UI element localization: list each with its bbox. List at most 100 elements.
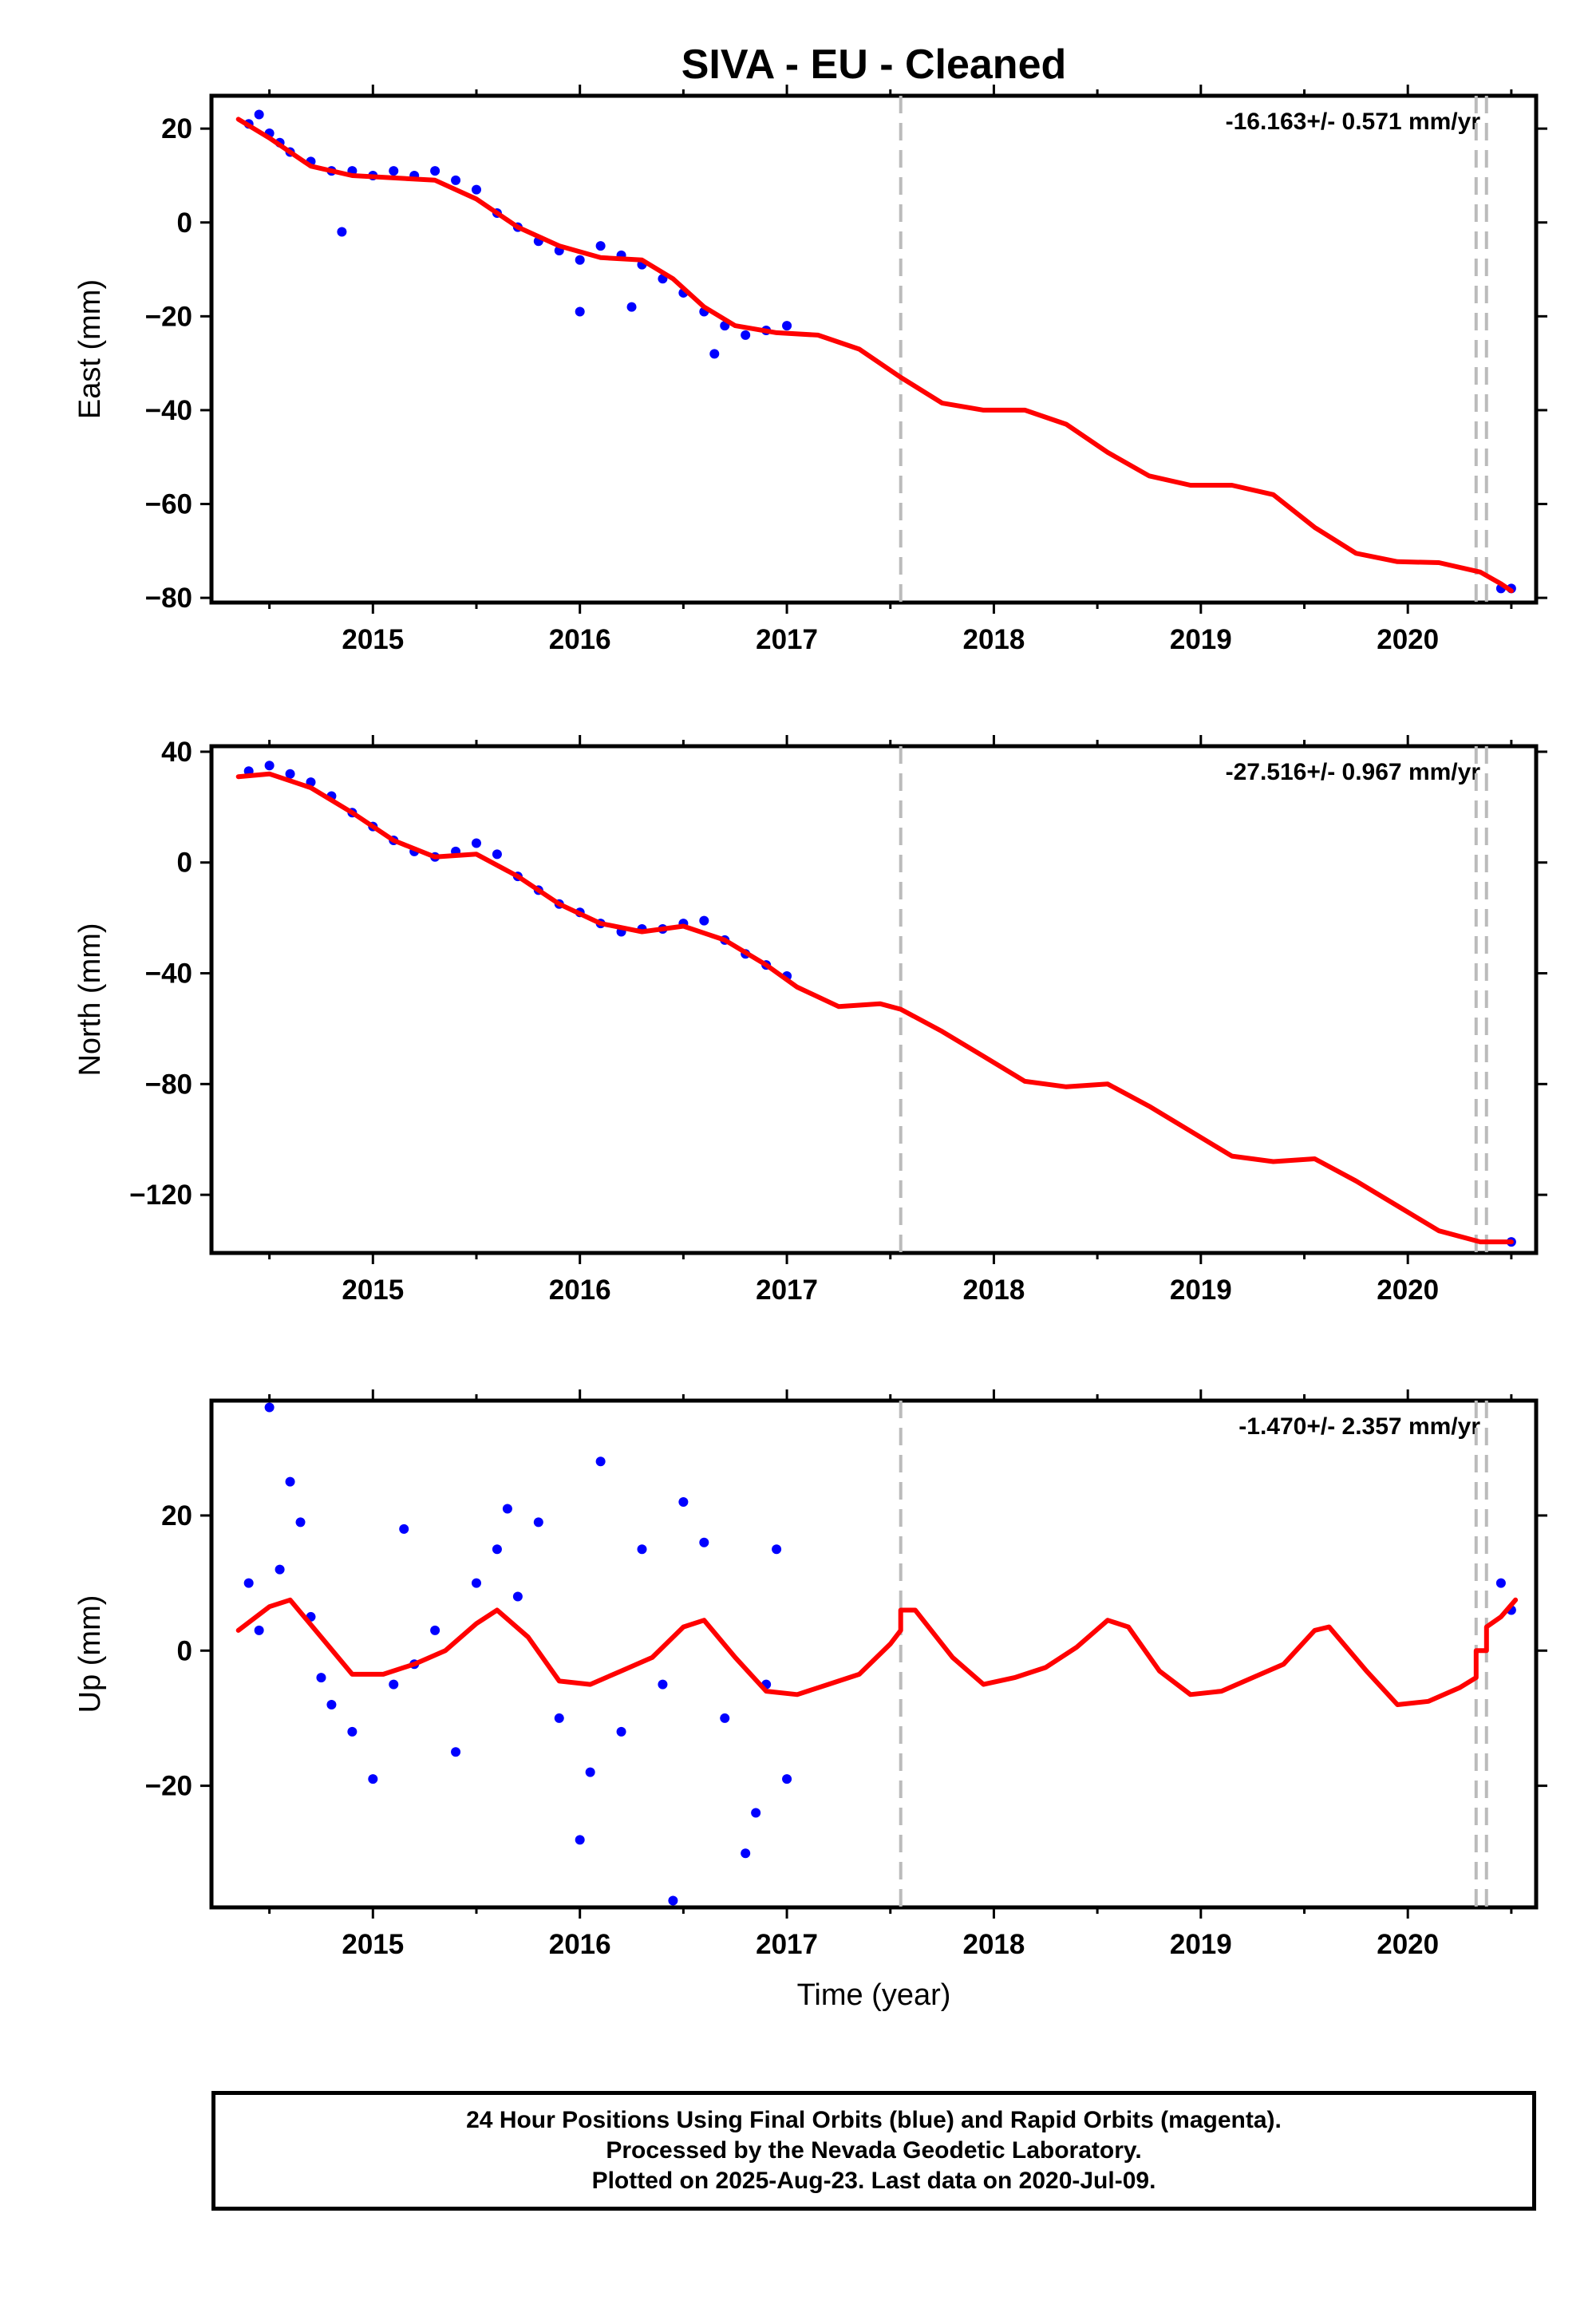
up-data-point bbox=[347, 1726, 358, 1737]
up-data-point bbox=[595, 1456, 606, 1467]
east-x-tick-label: 2019 bbox=[1170, 624, 1232, 655]
east-x-tick-label: 2015 bbox=[342, 624, 404, 655]
north-y-tick-label: −80 bbox=[145, 1069, 192, 1100]
up-y-tick-label: −20 bbox=[145, 1771, 192, 1802]
north-y-tick-label: −40 bbox=[145, 958, 192, 990]
up-data-point bbox=[533, 1517, 543, 1528]
up-data-point bbox=[678, 1497, 689, 1507]
up-y-axis-label: Up (mm) bbox=[73, 1595, 107, 1713]
east-data-point bbox=[575, 255, 585, 265]
footer-line-3: Plotted on 2025-Aug-23. Last data on 202… bbox=[591, 2168, 1156, 2194]
up-data-point bbox=[254, 1625, 264, 1635]
north-x-tick-label: 2015 bbox=[342, 1275, 404, 1306]
up-frame bbox=[209, 1398, 1539, 1910]
east-y-tick-label: −20 bbox=[145, 301, 192, 332]
east-y-tick-label: 0 bbox=[177, 207, 192, 239]
up-y-tick-label: 0 bbox=[177, 1635, 192, 1666]
up-data-point bbox=[295, 1517, 306, 1528]
up-model-line bbox=[235, 1597, 1519, 1707]
east-y-tick-label: 20 bbox=[161, 113, 192, 144]
north-y-tick-label: 40 bbox=[161, 737, 192, 768]
east-data-point bbox=[451, 175, 461, 185]
up-data-point bbox=[243, 1578, 254, 1588]
east-y-axis-label: East (mm) bbox=[73, 279, 107, 419]
east-data-point bbox=[575, 306, 585, 317]
up-data-point bbox=[658, 1679, 668, 1690]
up-data-point bbox=[741, 1848, 751, 1859]
east-y-tick-label: −60 bbox=[145, 489, 192, 520]
north-model-line bbox=[235, 771, 1514, 1245]
up-data-point bbox=[264, 1402, 275, 1413]
north-panel: 2015 2016 2017 2018 2019 2020 40 0 −40 −80 −120 Nor… bbox=[73, 735, 1547, 1306]
up-y-tick-label: 20 bbox=[161, 1500, 192, 1531]
east-data-point bbox=[709, 349, 720, 359]
up-x-tick-label: 2017 bbox=[756, 1929, 818, 1960]
east-data-point bbox=[741, 330, 751, 340]
east-model-line bbox=[235, 117, 1514, 594]
north-data-point bbox=[264, 761, 275, 771]
up-data-point bbox=[616, 1726, 626, 1737]
up-data-point bbox=[316, 1673, 326, 1683]
north-y-axis-label: North (mm) bbox=[73, 923, 107, 1076]
east-data-point bbox=[389, 166, 399, 176]
up-data-point bbox=[512, 1591, 523, 1602]
footer-line-2: Processed by the Nevada Geodetic Laborat… bbox=[606, 2137, 1142, 2164]
gps-timeseries-figure: SIVA - EU - Cleaned 2015 2016 2017 2018 2019… bbox=[73, 41, 1547, 2012]
up-data-point bbox=[720, 1713, 730, 1723]
up-data-point bbox=[751, 1808, 761, 1818]
up-data-point bbox=[699, 1537, 709, 1547]
up-data-point bbox=[430, 1625, 440, 1635]
east-data-point bbox=[782, 321, 792, 331]
up-data-point bbox=[275, 1564, 285, 1575]
up-data-point bbox=[585, 1767, 595, 1777]
up-data-point bbox=[502, 1504, 512, 1514]
east-data-point bbox=[626, 302, 637, 312]
up-data-point bbox=[554, 1713, 564, 1723]
up-data-point bbox=[451, 1747, 461, 1757]
up-data-point bbox=[637, 1544, 647, 1555]
footer-info-box: 24 Hour Positions Using Final Orbits (bl… bbox=[211, 2091, 1536, 2211]
north-data-point bbox=[492, 849, 502, 860]
up-x-tick-label: 2015 bbox=[342, 1929, 404, 1960]
up-data-point bbox=[668, 1895, 678, 1906]
east-data-point bbox=[472, 184, 481, 195]
up-data-point bbox=[368, 1774, 378, 1784]
up-x-tick-label: 2020 bbox=[1377, 1929, 1439, 1960]
east-frame bbox=[209, 93, 1539, 605]
east-x-tick-label: 2018 bbox=[963, 624, 1025, 655]
east-data-point bbox=[337, 227, 347, 237]
up-data-point bbox=[285, 1476, 295, 1487]
north-x-tick-label: 2017 bbox=[756, 1275, 818, 1306]
east-y-tick-label: −80 bbox=[145, 583, 192, 614]
north-x-tick-label: 2018 bbox=[963, 1275, 1025, 1306]
north-x-tick-label: 2020 bbox=[1377, 1275, 1439, 1306]
up-plot-area bbox=[235, 1401, 1519, 1907]
north-y-tick-label: 0 bbox=[177, 848, 192, 879]
north-rate-label: -27.516+/- 0.967 mm/yr bbox=[1226, 759, 1481, 785]
up-data-point bbox=[782, 1774, 792, 1784]
up-x-tick-label: 2019 bbox=[1170, 1929, 1232, 1960]
up-data-point bbox=[399, 1524, 409, 1534]
north-data-point bbox=[699, 915, 709, 926]
footer-line-1: 24 Hour Positions Using Final Orbits (bl… bbox=[466, 2107, 1282, 2133]
north-x-tick-label: 2019 bbox=[1170, 1275, 1232, 1306]
north-data-point bbox=[472, 838, 481, 848]
up-x-tick-label: 2016 bbox=[549, 1929, 611, 1960]
up-data-point bbox=[492, 1544, 502, 1555]
east-data-point bbox=[430, 166, 440, 176]
figure-title: SIVA - EU - Cleaned bbox=[681, 41, 1067, 88]
east-x-tick-label: 2016 bbox=[549, 624, 611, 655]
up-data-point bbox=[1495, 1578, 1506, 1588]
east-data-point bbox=[595, 241, 606, 251]
north-data-point bbox=[285, 769, 295, 779]
up-data-point bbox=[472, 1578, 481, 1588]
east-rate-label: -16.163+/- 0.571 mm/yr bbox=[1226, 109, 1481, 135]
east-x-tick-label: 2020 bbox=[1377, 624, 1439, 655]
up-data-point bbox=[772, 1544, 782, 1555]
east-data-point bbox=[254, 109, 264, 120]
north-x-tick-label: 2016 bbox=[549, 1275, 611, 1306]
east-panel: 2015 2016 2017 2018 2019 2020200−20−40−60−80E… bbox=[73, 85, 1547, 655]
up-rate-label: -1.470+/- 2.357 mm/yr bbox=[1238, 1413, 1480, 1440]
north-y-tick-label: −120 bbox=[129, 1180, 192, 1211]
